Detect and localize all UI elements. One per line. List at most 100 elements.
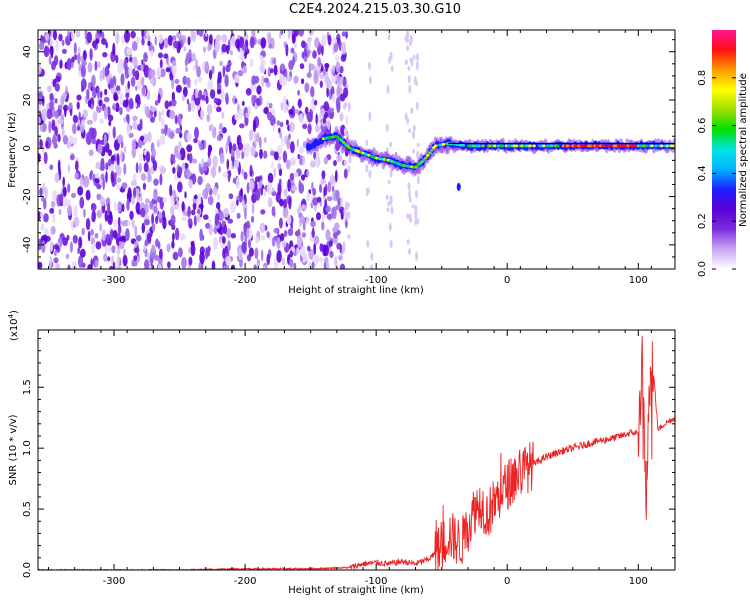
spectrogram-cell (270, 68, 274, 74)
spectrogram-cell (218, 122, 223, 131)
spectrogram-cell (62, 135, 69, 145)
spectrogram-cell (263, 189, 267, 197)
spectrogram-cell (131, 180, 137, 187)
spectrogram-cell (63, 186, 67, 197)
spectrogram-cell (229, 49, 233, 56)
spectrogram-cell (241, 168, 245, 176)
spectrogram-cell (298, 182, 305, 194)
spectrogram-cell (132, 68, 136, 77)
spectrogram-cell (301, 204, 306, 210)
spectrogram-cell (126, 199, 130, 211)
spectrogram-cell (135, 201, 141, 214)
spectrogram-cell (162, 196, 167, 204)
spectrogram-cell (131, 218, 134, 228)
spectrogram-cell (172, 251, 179, 261)
spectrogram-cell (143, 52, 148, 63)
spectrogram-cell (289, 258, 294, 268)
spectrogram-cell (145, 198, 150, 204)
spectrogram-cell (123, 59, 128, 71)
spectrogram-cell (254, 176, 261, 183)
spectrogram-cell (157, 263, 162, 269)
signal-blob (456, 182, 461, 191)
spectrogram-cell (408, 189, 412, 199)
spectrogram-cell (223, 207, 229, 218)
spectrogram-cell (122, 254, 128, 267)
spectrogram-cell (227, 171, 231, 183)
spectrogram-cell (319, 184, 323, 193)
spectrogram-cell (47, 85, 52, 93)
spectrogram-cell (203, 139, 207, 149)
y-tick-label: -40 (22, 237, 33, 253)
spectrogram-cell (297, 98, 302, 108)
spectrogram-cell (194, 88, 199, 99)
spectrogram-cell (323, 244, 329, 257)
spectrogram-cell (344, 127, 347, 137)
spectrogram-cell (347, 211, 351, 219)
spectrogram-cell (163, 53, 169, 59)
spectrogram-cell (209, 34, 213, 45)
spectrogram-cell (52, 213, 56, 224)
spectrogram-cell (310, 86, 315, 98)
spectrogram-cell (333, 160, 337, 167)
spectrogram-cell (68, 135, 74, 145)
x-tick-label: -200 (234, 576, 257, 587)
spectrogram-cell (130, 30, 136, 39)
spectrogram-cell (126, 47, 133, 56)
spectrogram-cell (120, 141, 124, 149)
snr-scale-text: (x10 (9, 318, 20, 341)
spectrogram-cell (72, 136, 77, 145)
spectrogram-cell (340, 54, 347, 62)
spectrogram-cell (246, 227, 250, 239)
spectrogram-cell (124, 30, 131, 43)
spectrogram-cell (144, 219, 150, 226)
spectrogram-cell (85, 218, 91, 231)
spectrogram-cell (92, 110, 98, 122)
x-tick-label: -200 (234, 275, 257, 286)
spectrogram-cell (266, 182, 273, 195)
spectrogram-cell (90, 103, 94, 110)
spectrogram-cell (157, 241, 161, 250)
spectrogram-cell (335, 204, 341, 211)
spectrogram-cell (76, 101, 80, 110)
signal-peak (428, 151, 432, 155)
spectrogram-cell (329, 107, 335, 113)
spectrogram-cell (115, 164, 118, 171)
spectrogram-cell (126, 124, 131, 135)
spectrogram-cell (172, 232, 175, 242)
spectrogram-cell (410, 58, 414, 67)
spectrogram-cell (227, 240, 231, 252)
spectrogram-cell (187, 153, 190, 161)
spectrogram-cell (80, 65, 86, 78)
spectrogram-cell (45, 33, 49, 41)
spectrogram-cell (225, 256, 232, 266)
spectrogram-cell (263, 137, 267, 143)
spectrogram-cell (67, 264, 71, 269)
spectrogram-cell (267, 172, 274, 184)
spectrogram-cell (302, 123, 308, 130)
spectrogram-cell (222, 172, 229, 178)
spectrogram-cell (76, 125, 81, 131)
spectrogram-cell (412, 54, 416, 60)
spectrogram-cell (206, 104, 213, 115)
spectrogram-cell (108, 120, 112, 127)
spectrogram-cell (268, 102, 273, 109)
spectrogram-cell (226, 44, 230, 55)
spectrogram-cell (225, 64, 231, 73)
spectrogram-cell (286, 214, 292, 225)
spectrogram-cell (72, 123, 77, 135)
spectrogram-cell (39, 41, 45, 51)
spectrogram-cell (87, 62, 93, 73)
spectrogram-cell (147, 131, 152, 143)
spectrogram-cell (135, 235, 142, 242)
spectrogram-cell (336, 75, 341, 83)
spectrogram-cell (75, 160, 79, 171)
spectrogram-cell (49, 207, 55, 214)
spectrogram-cell (296, 138, 299, 148)
spectrogram-cell (273, 151, 279, 161)
spectrogram-cell (188, 179, 193, 189)
spectrogram-cell (54, 83, 60, 92)
y-tick-label: 1.0 (22, 440, 33, 456)
spectrogram-cell (198, 162, 202, 173)
spectrogram-cell (315, 155, 320, 168)
spectrogram-cell (214, 40, 220, 53)
